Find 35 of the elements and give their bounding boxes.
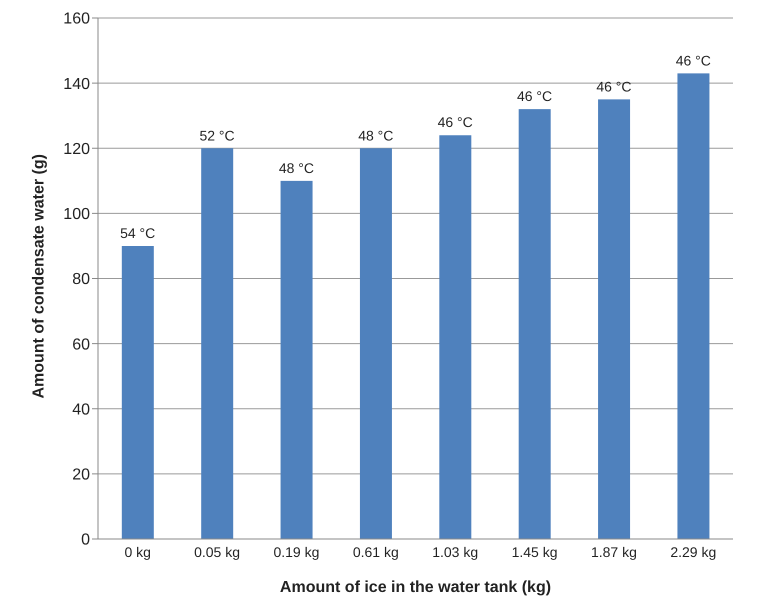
y-tick-label: 60 [72, 336, 90, 354]
y-tick-label: 120 [63, 140, 90, 158]
x-tick-label: 1.45 kg [512, 544, 558, 560]
y-tick-label: 80 [72, 271, 90, 288]
bar [122, 246, 154, 539]
annotation: 46 °C [596, 78, 632, 94]
y-tick-label: 0 [81, 532, 90, 549]
x-axis-title: Amount of ice in the water tank (kg) [280, 579, 552, 596]
annotation: 54 °C [120, 224, 156, 241]
bar [201, 148, 234, 539]
x-tick-label: 0.61 kg [352, 544, 399, 560]
y-axis-title: Amount of condensate water (g) [30, 154, 48, 398]
x-tick-label: 0.05 kg [194, 544, 240, 560]
bar [360, 148, 392, 539]
bar [598, 99, 630, 539]
x-tick-label: 1.03 kg [432, 544, 478, 560]
annotation: 48 °C [358, 127, 394, 144]
y-tick-label: 160 [63, 10, 90, 28]
bar [518, 109, 551, 539]
x-tick-label: 1.87 kg [590, 544, 637, 560]
bar [677, 73, 710, 539]
x-tick-label: 0 kg [124, 544, 151, 560]
bar [280, 180, 313, 539]
bar [439, 135, 472, 539]
annotation: 46 °C [516, 88, 552, 104]
y-tick-label: 100 [63, 206, 90, 224]
annotation: 46 °C [676, 52, 711, 68]
y-tick-label: 140 [63, 76, 90, 93]
annotation: 48 °C [278, 160, 314, 176]
y-tick-label: 20 [72, 466, 90, 484]
x-tick-label: 2.29 kg [670, 544, 716, 560]
y-tick-label: 40 [72, 401, 90, 418]
annotation: 46 °C [438, 114, 473, 130]
annotation: 52 °C [199, 127, 235, 144]
x-tick-label: 0.19 kg [273, 544, 320, 560]
